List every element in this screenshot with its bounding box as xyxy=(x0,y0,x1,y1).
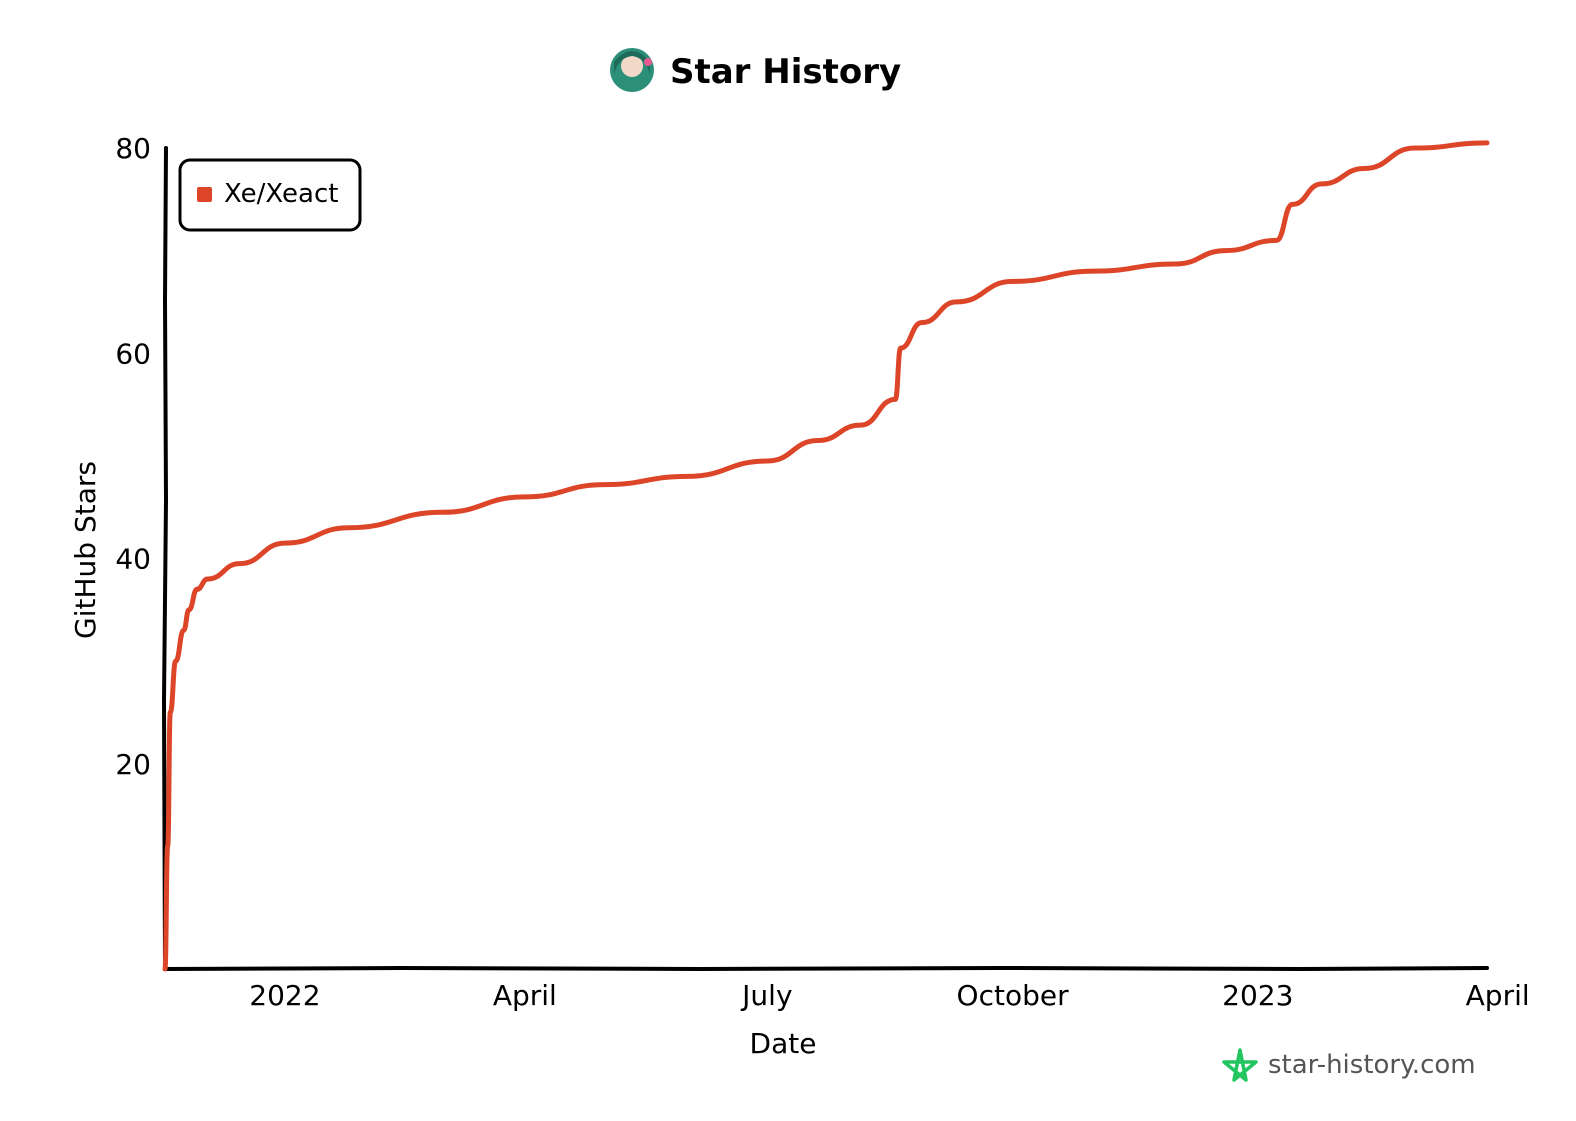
x-tick-label: July xyxy=(740,979,792,1012)
y-tick-label: 20 xyxy=(115,748,151,781)
chart-title: Star History xyxy=(670,52,901,92)
star-history-logo-icon xyxy=(1222,1048,1258,1082)
y-tick-labels: 20 40 60 80 xyxy=(115,132,151,781)
y-tick-label: 60 xyxy=(115,337,151,370)
x-tick-label: October xyxy=(957,979,1070,1012)
series-line-0 xyxy=(162,140,1490,972)
watermark[interactable]: star-history.com xyxy=(1222,1048,1476,1082)
x-tick-label: 2022 xyxy=(249,979,320,1012)
x-tick-labels: 2022 April July October 2023 April xyxy=(249,979,1529,1012)
axes xyxy=(161,146,1489,972)
legend-box xyxy=(178,158,362,232)
x-tick-label: April xyxy=(1466,979,1530,1012)
y-tick-label: 80 xyxy=(115,132,151,165)
x-axis-line xyxy=(163,965,1489,972)
y-axis-line xyxy=(161,146,169,971)
chart-header: Star History xyxy=(610,48,901,92)
x-axis-label: Date xyxy=(750,1027,817,1060)
x-tick-label: April xyxy=(493,979,557,1012)
y-tick-label: 40 xyxy=(115,543,151,576)
legend-swatch xyxy=(197,187,212,202)
x-tick-label: 2023 xyxy=(1222,979,1293,1012)
y-axis-label: GitHub Stars xyxy=(69,461,102,639)
watermark-text[interactable]: star-history.com xyxy=(1268,1050,1476,1080)
legend: Xe/Xeact xyxy=(178,158,362,232)
series-lines xyxy=(162,140,1490,972)
legend-label: Xe/Xeact xyxy=(224,179,338,209)
avatar-icon xyxy=(610,48,654,92)
